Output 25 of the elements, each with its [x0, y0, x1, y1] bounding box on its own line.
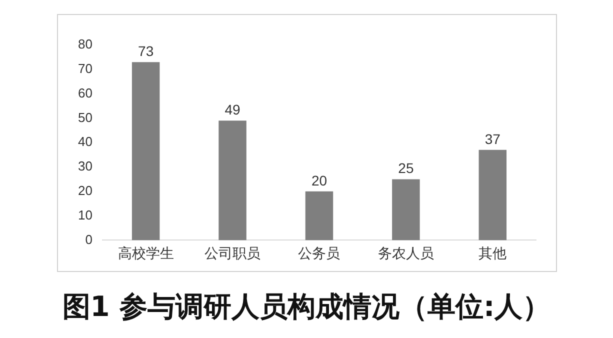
- y-tick-label: 50: [78, 110, 92, 125]
- y-tick-label: 10: [78, 207, 92, 222]
- bar: [392, 179, 420, 240]
- y-tick-label: 60: [78, 85, 92, 100]
- y-tick-label: 30: [78, 158, 92, 174]
- y-tick-label: 80: [78, 36, 92, 52]
- bar: [305, 191, 334, 240]
- data-label: 25: [398, 160, 414, 176]
- data-label: 49: [224, 102, 241, 118]
- x-tick-label: 务农人员: [378, 246, 434, 262]
- data-label: 20: [311, 172, 328, 188]
- y-tick-label: 40: [78, 134, 92, 150]
- bar: [478, 150, 507, 240]
- y-tick-label: 70: [78, 60, 92, 76]
- data-label: 73: [138, 42, 154, 59]
- data-label: 37: [484, 130, 501, 147]
- x-tick-label: 高校学生: [118, 246, 174, 262]
- bar: [132, 62, 160, 240]
- y-tick-label: 0: [85, 232, 92, 247]
- x-tick-label: 公司职员: [204, 246, 261, 262]
- text: 图1 参与调研人员构成情况（单位:人）: [61, 289, 552, 325]
- x-tick-label: 其他: [478, 246, 507, 262]
- y-tick-label: 20: [78, 182, 92, 198]
- x-tick-label: 公务员: [298, 246, 340, 262]
- bar: [218, 120, 246, 240]
